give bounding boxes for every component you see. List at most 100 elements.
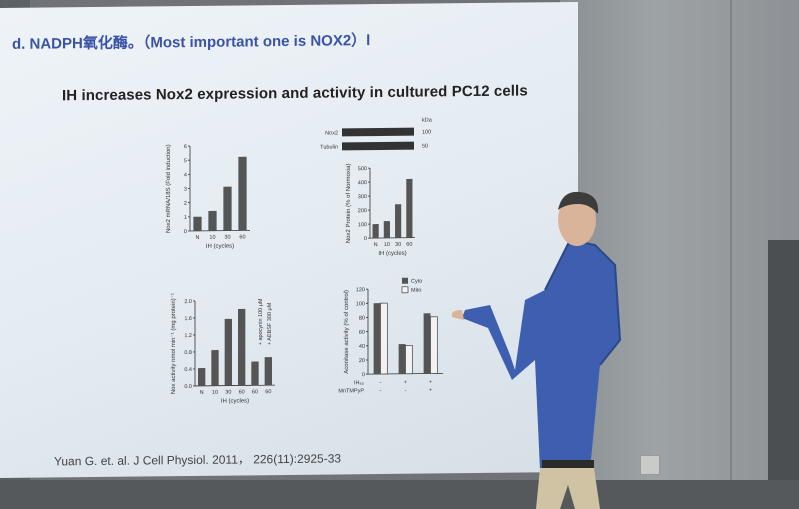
y-tick-label: 1: [184, 215, 187, 221]
y-tick-label: 0.0: [184, 384, 192, 390]
blot-row-label: Tubulin: [320, 144, 338, 150]
y-axis-label: Nox activity nmol min⁻¹ (mg protein)⁻¹: [171, 293, 177, 394]
bar: [211, 350, 219, 386]
bar: [224, 318, 232, 386]
y-tick-label: 120: [356, 287, 365, 293]
x-tick-label: 60: [239, 234, 245, 240]
bar: [383, 221, 390, 238]
y-tick-label: 1.6: [184, 316, 192, 322]
blot-band: [342, 141, 414, 151]
projection-screen: d. NADPH氧化酶。（Most important one is NOX2）…: [0, 1, 578, 478]
condition-row-label: MnTMPyP: [338, 388, 364, 394]
x-tick-label: N: [200, 390, 204, 396]
y-tick-label: 0: [362, 372, 365, 378]
x-tick-label: 60: [406, 242, 412, 248]
bar: [398, 344, 406, 374]
y-tick-label: 2.0: [184, 299, 192, 305]
slide-citation: Yuan G. et. al. J Cell Physiol. 2011， 22…: [54, 451, 342, 469]
bar: [223, 186, 232, 231]
y-tick-label: 3: [184, 187, 187, 193]
condition-row-value: +: [404, 380, 407, 386]
condition-row-value: +: [429, 387, 432, 393]
x-tick-label: 10: [384, 242, 390, 248]
y-tick-label: 0.4: [184, 367, 192, 373]
condition-row-value: +: [429, 379, 432, 385]
condition-row-label: IH₆₀: [354, 380, 364, 386]
slide-title: IH increases Nox2 expression and activit…: [62, 82, 528, 105]
y-tick-label: 4: [184, 172, 187, 178]
y-tick-label: 5: [184, 158, 187, 164]
bar: [406, 178, 413, 238]
x-axis-label: IH (cycles): [221, 398, 249, 404]
x-tick-label: 30: [224, 235, 230, 241]
y-tick-label: 20: [359, 358, 365, 364]
bar: [264, 357, 272, 386]
dark-wall-panel: [768, 240, 799, 509]
y-axis-label: Aconitase activity (% of control): [344, 290, 350, 374]
bar: [238, 308, 246, 386]
wall-outlet: [640, 455, 660, 475]
y-tick-label: 40: [359, 344, 365, 350]
y-tick-label: 500: [358, 166, 367, 172]
bar: [395, 204, 402, 238]
bar: [373, 303, 381, 375]
treatment-annotation: + AEBSF 300 μM: [267, 302, 273, 345]
presenter-photo: [451, 191, 622, 509]
legend-swatch: [402, 277, 408, 284]
bar: [423, 313, 431, 374]
y-tick-label: 0: [184, 229, 187, 235]
bar: [251, 361, 259, 386]
floor: [0, 480, 799, 509]
y-axis-label: Nox2 Protein (% of Normoxia): [346, 163, 352, 243]
chart-aconitase-activity: 0 20 40 60 80 100 120 Aconitase activity (% of …: [338, 277, 443, 394]
chart-nox2-mrna: 0 1 2 3 4 5 6 N 10 30 60 IH (cycles) Nox2 mRNA/18S (…: [166, 144, 250, 250]
x-tick-label: N: [196, 235, 200, 241]
x-tick-label: 10: [212, 390, 218, 396]
y-tick-label: 100: [356, 301, 365, 307]
x-tick-label: 30: [225, 390, 231, 396]
x-tick-label: 60: [239, 389, 245, 395]
y-tick-label: 80: [359, 316, 365, 322]
y-axis-label: Nox2 mRNA/18S (Fold induction): [166, 144, 172, 233]
legend-label: Mito: [411, 288, 421, 294]
y-tick-label: 0.8: [184, 350, 192, 356]
bar: [198, 367, 206, 386]
condition-row-value: -: [405, 388, 407, 394]
y-tick-label: 60: [359, 330, 365, 336]
y-tick-label: 200: [358, 208, 367, 214]
y-tick-label: 2: [184, 201, 187, 207]
blot-row-label: Nox2: [325, 130, 338, 136]
condition-row-value: -: [380, 388, 382, 394]
y-tick-label: 100: [358, 222, 367, 228]
x-tick-label: 30: [395, 242, 401, 248]
x-tick-label: N: [374, 242, 378, 248]
y-tick-label: 300: [358, 194, 367, 200]
y-tick-label: 6: [184, 144, 187, 150]
x-axis-label: IH (cycles): [378, 251, 406, 257]
x-tick-label: 10: [209, 235, 215, 241]
bar: [208, 210, 217, 231]
legend-label: Cyto: [411, 279, 422, 285]
x-axis-label: IH (cycles): [206, 244, 234, 250]
bar: [238, 156, 247, 231]
blot-band: [342, 127, 414, 137]
blot-kda-label: kDa: [422, 117, 433, 123]
bar: [405, 344, 413, 375]
condition-row-value: -: [380, 380, 382, 386]
x-tick-label: 60: [252, 389, 258, 395]
y-tick-label: 0: [364, 236, 367, 242]
x-tick-label: 60: [265, 389, 271, 395]
slide-heading: d. NADPH氧化酶。（Most important one is NOX2）…: [12, 32, 371, 53]
bar: [430, 316, 438, 374]
treatment-annotation: + apocynin 100 μM: [258, 298, 264, 345]
wall-panel-seam: [730, 0, 732, 509]
bar: [193, 216, 202, 231]
x-axis-line: [195, 384, 275, 387]
blot-kda-value: 50: [422, 144, 428, 150]
bar: [380, 302, 388, 375]
bar: [372, 224, 379, 239]
legend-swatch: [401, 286, 409, 294]
y-tick-label: 400: [358, 180, 367, 186]
